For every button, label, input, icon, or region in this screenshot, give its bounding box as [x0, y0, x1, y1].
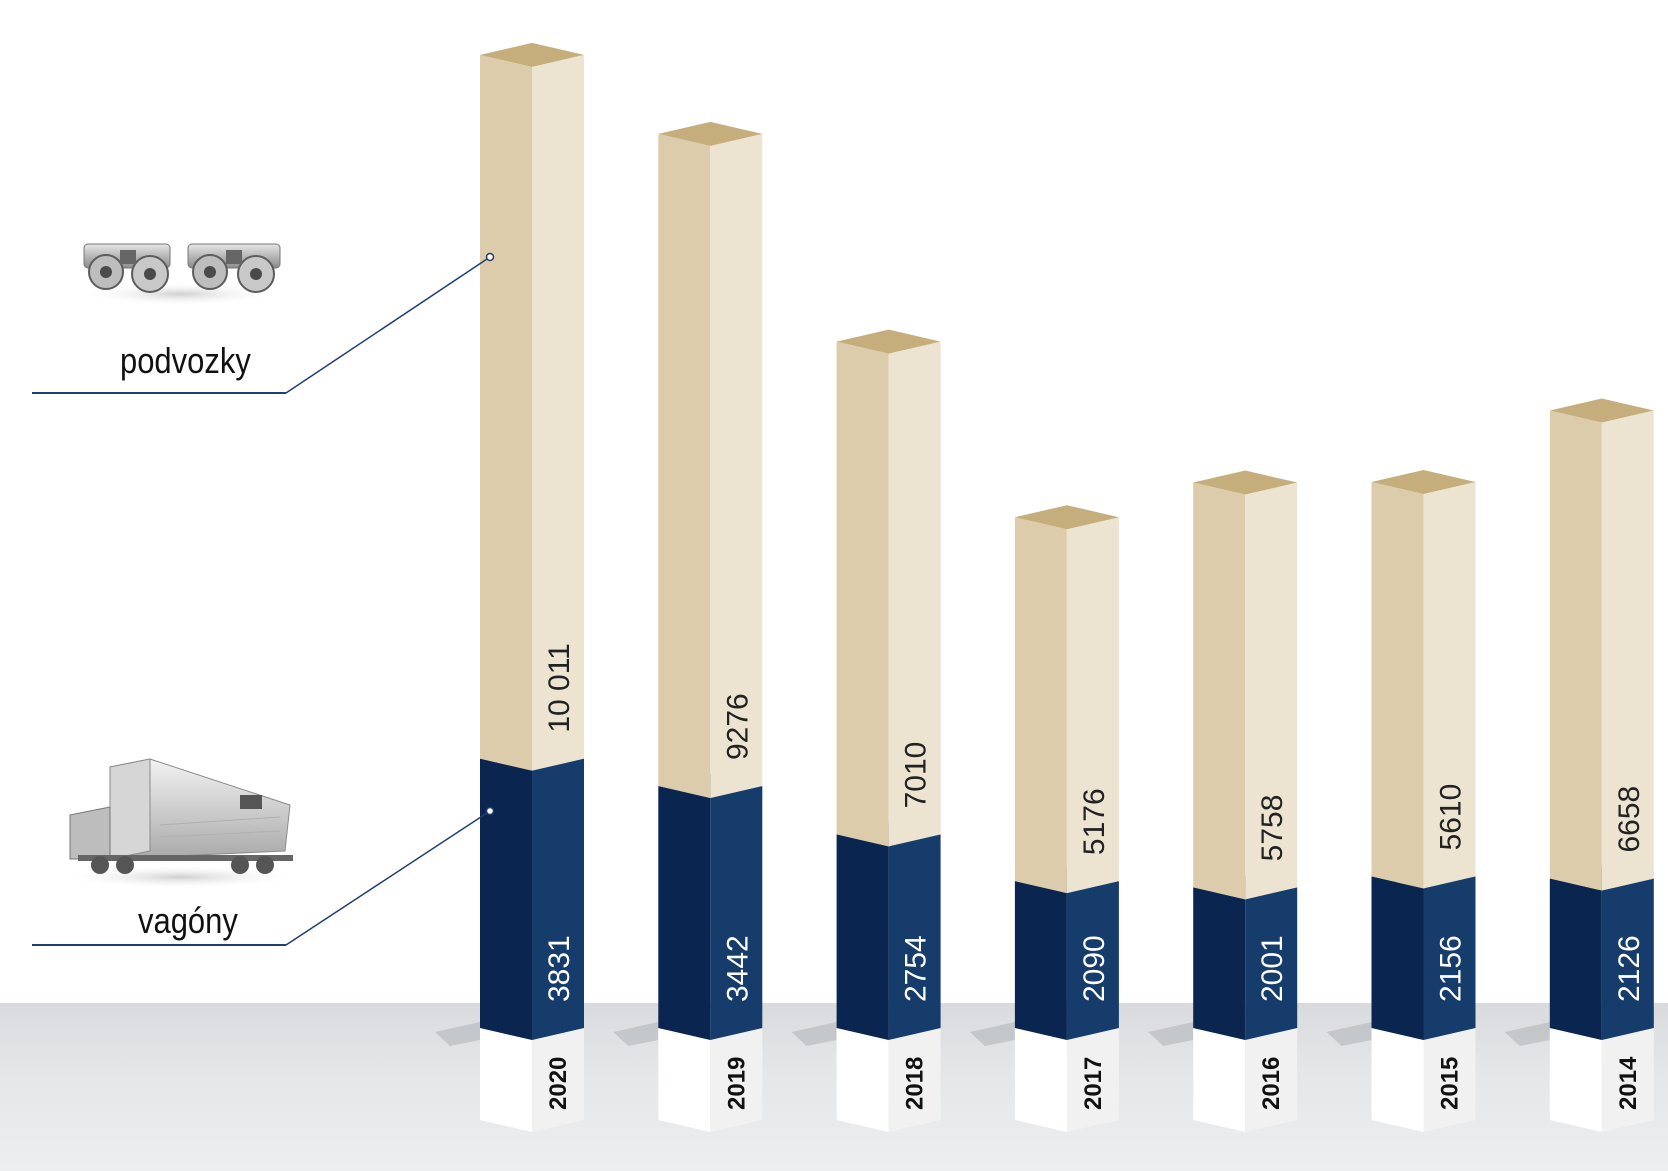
- value-label-podvozky-2016: 5758: [1256, 795, 1289, 862]
- value-label-vagony-2015: 2156: [1435, 935, 1468, 1002]
- bar-vagony-2018-side: [888, 834, 941, 1040]
- value-label-vagony-2019: 3442: [721, 935, 754, 1002]
- bar-vagony-2020-front: [480, 758, 532, 1040]
- bar-podvozky-2015-side: [1423, 482, 1476, 889]
- bar-podvozky-2017-front: [1014, 517, 1067, 894]
- bar-shadow-2014: [1504, 1022, 1550, 1046]
- year-label-2016: 2016: [1258, 1057, 1285, 1110]
- bars-layer: 3831 10 011 2020 3442 9276 2019 2754 7010 2018 20…: [435, 42, 1654, 1132]
- bar-podvozky-2015-front: [1371, 482, 1424, 889]
- value-label-podvozky-2019: 9276: [721, 693, 754, 760]
- bar-vagony-2017-side: [1066, 881, 1119, 1040]
- value-label-podvozky-2018: 7010: [900, 742, 933, 809]
- value-label-vagony-2020: 3831: [543, 935, 576, 1002]
- year-label-2020: 2020: [545, 1057, 572, 1110]
- bar-shadow-2016: [1148, 1022, 1194, 1046]
- base-2017-front: [1014, 1028, 1067, 1132]
- leader-podvozky-line: [285, 256, 491, 394]
- base-2015-side: [1423, 1028, 1476, 1132]
- bar-vagony-2019-front: [658, 786, 711, 1040]
- year-label-2015: 2015: [1437, 1057, 1464, 1110]
- bar-shadow-2015: [1326, 1022, 1372, 1046]
- bar-vagony-2016-front: [1193, 887, 1246, 1040]
- bar-podvozky-2014-front: [1549, 410, 1602, 891]
- base-2020-side: [532, 1028, 584, 1132]
- base-2015-front: [1371, 1028, 1424, 1132]
- value-label-vagony-2017: 2090: [1078, 935, 1111, 1002]
- bar-podvozky-2014-top: [1549, 398, 1654, 423]
- base-2014-front: [1549, 1028, 1602, 1132]
- leader-podvozky-dot: [485, 252, 495, 262]
- bar-podvozky-2017-side: [1066, 517, 1119, 894]
- bar-vagony-2018-front: [836, 834, 889, 1040]
- base-2019-side: [710, 1028, 763, 1132]
- base-2017-side: [1066, 1028, 1119, 1132]
- value-label-podvozky-2020: 10 011: [543, 643, 576, 733]
- bar-podvozky-2019-front: [658, 133, 711, 799]
- bar-podvozky-2016-top: [1193, 470, 1298, 495]
- bar-podvozky-2020-front: [480, 54, 532, 771]
- bogie-icon: [80, 228, 285, 308]
- base-2018-front: [836, 1028, 889, 1132]
- bar-shadow-2020: [435, 1022, 480, 1046]
- bar-vagony-2015-front: [1371, 876, 1424, 1040]
- year-label-2019: 2019: [723, 1057, 750, 1110]
- value-label-vagony-2016: 2001: [1256, 935, 1289, 1002]
- year-label-2014: 2014: [1615, 1056, 1642, 1110]
- bar-shadow-2018: [791, 1022, 837, 1046]
- year-label-2018: 2018: [902, 1057, 929, 1110]
- bar-podvozky-2018-front: [836, 341, 889, 847]
- legend-label-vagony: vagóny: [138, 900, 238, 941]
- value-label-podvozky-2017: 5176: [1078, 788, 1111, 855]
- bar-shadow-2019: [613, 1022, 659, 1046]
- bar-podvozky-2020-top: [480, 42, 584, 67]
- bar-podvozky-2018-side: [888, 341, 941, 847]
- legend-rule-vagony: [32, 944, 286, 946]
- bar-vagony-2019-side: [710, 786, 763, 1040]
- bar-vagony-2017-front: [1014, 881, 1067, 1040]
- base-2014-side: [1601, 1028, 1654, 1132]
- value-label-vagony-2018: 2754: [900, 935, 933, 1002]
- bar-vagony-2015-side: [1423, 876, 1476, 1040]
- legend-rule-podvozky: [32, 392, 286, 394]
- value-label-vagony-2014: 2126: [1613, 935, 1646, 1002]
- base-2018-side: [888, 1028, 941, 1132]
- bar-vagony-2014-front: [1549, 878, 1602, 1040]
- hopper-wagon-icon: [50, 755, 300, 890]
- bar-vagony-2020-side: [532, 758, 584, 1040]
- value-label-podvozky-2015: 5610: [1435, 784, 1468, 851]
- bar-vagony-2014-side: [1601, 878, 1654, 1040]
- bar-podvozky-2019-top: [658, 121, 763, 146]
- bar-podvozky-2014-side: [1601, 410, 1654, 891]
- bar-vagony-2016-side: [1245, 887, 1298, 1040]
- legend-label-podvozky: podvozky: [120, 340, 251, 381]
- base-2016-front: [1193, 1028, 1246, 1132]
- bar-podvozky-2018-top: [836, 329, 941, 354]
- bar-podvozky-2020-side: [532, 54, 584, 771]
- value-label-podvozky-2014: 6658: [1613, 786, 1646, 853]
- bar-podvozky-2019-side: [710, 133, 763, 799]
- base-2020-front: [480, 1028, 532, 1132]
- base-2019-front: [658, 1028, 711, 1132]
- leader-vagony-line: [285, 810, 491, 946]
- leader-vagony-dot: [485, 806, 495, 816]
- base-2016-side: [1245, 1028, 1298, 1132]
- leader-lines-layer: [285, 252, 495, 946]
- bar-podvozky-2016-side: [1245, 482, 1298, 900]
- bar-podvozky-2015-top: [1371, 470, 1476, 495]
- year-label-2017: 2017: [1080, 1057, 1107, 1110]
- bar-podvozky-2017-top: [1014, 505, 1119, 530]
- bar-podvozky-2016-front: [1193, 482, 1246, 900]
- bar-shadow-2017: [969, 1022, 1015, 1046]
